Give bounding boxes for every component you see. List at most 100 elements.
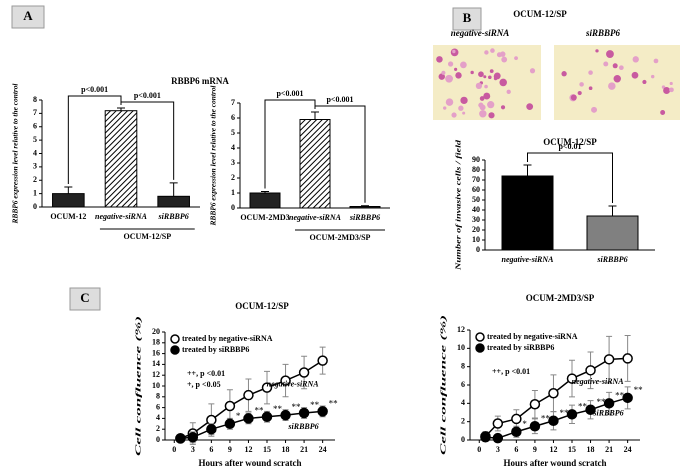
comparison-bracket <box>264 99 316 189</box>
y-tick-label: 50 <box>472 195 480 204</box>
cell <box>603 61 609 67</box>
panel-label: B <box>463 10 472 25</box>
x-tick-label: 3 <box>191 445 195 454</box>
point <box>622 353 633 364</box>
legend-marker <box>170 345 180 355</box>
y-tick-label: 1 <box>33 188 37 197</box>
y-tick-label: 16 <box>152 348 160 357</box>
y-tick-label: 30 <box>472 215 480 224</box>
y-tick-label: 10 <box>457 343 465 352</box>
image-label: negative-siRNA <box>451 28 510 38</box>
cell <box>561 71 567 77</box>
cell <box>460 61 467 69</box>
annotation: ++, p <0.01 <box>492 367 530 376</box>
p-value: p<0.001 <box>134 91 161 100</box>
x-tick-label: negative-siRNA <box>289 213 342 222</box>
cell <box>577 90 582 96</box>
cell <box>496 52 502 58</box>
x-tick-label: 24 <box>319 445 327 454</box>
point <box>261 411 273 423</box>
cell <box>487 101 495 109</box>
x-tick-label: 9 <box>533 445 537 454</box>
y-tick-label: 0 <box>476 245 480 254</box>
error-bar <box>608 205 617 216</box>
y-tick-label: 0 <box>33 202 37 211</box>
error-bar <box>311 111 319 120</box>
cell <box>458 105 464 111</box>
significance-label: ** <box>597 397 607 407</box>
x-tick-label: siRBBP6 <box>158 212 189 221</box>
cell <box>631 71 639 79</box>
point <box>317 355 328 366</box>
bar <box>349 206 381 209</box>
p-value: p<0.01 <box>558 142 581 151</box>
panel-label-box <box>452 7 482 31</box>
point <box>622 392 633 404</box>
y-tick-label: 6 <box>156 402 160 411</box>
point <box>224 400 236 412</box>
chart-title: OCUM-12/SP <box>543 137 597 147</box>
point <box>480 432 491 443</box>
x-tick-label: 15 <box>568 445 576 454</box>
cell <box>490 48 495 53</box>
micrograph-cells <box>436 48 674 119</box>
cell <box>441 70 446 75</box>
y-tick-label: 7 <box>231 98 235 107</box>
point <box>243 413 254 424</box>
x-tick-label: 18 <box>282 445 290 454</box>
significance-label: ** <box>273 404 283 414</box>
comparison-bracket <box>527 152 613 203</box>
y-tick-label: 4 <box>156 413 160 422</box>
legend-label: treated by siRBBP6 <box>487 343 554 352</box>
y-tick-label: 8 <box>156 392 160 401</box>
x-tick-label: negative-siRNA <box>502 255 555 264</box>
error-bar <box>261 191 269 193</box>
point <box>317 406 328 417</box>
x-tick-label: 3 <box>496 445 500 454</box>
y-axis-label: Number of invasive cells / field <box>455 139 463 271</box>
legend-label: treated by siRBBP6 <box>182 345 249 354</box>
cell <box>529 68 536 74</box>
point <box>511 426 522 437</box>
y-axis-label: RBBP6 expression level relative to the c… <box>12 83 20 224</box>
y-axis-label: Cell confluence (%) <box>440 315 448 455</box>
x-tick-label: 0 <box>477 445 481 454</box>
x-tick-label: siRBBP6 <box>596 255 627 264</box>
cell <box>606 50 614 58</box>
x-tick-label: OCUM-2MD3 <box>240 213 289 222</box>
point <box>548 388 559 399</box>
cell <box>591 106 598 113</box>
y-axis-label: RBBP6 expression level relative to the c… <box>210 85 218 226</box>
cell <box>452 49 456 54</box>
micrograph <box>433 45 541 120</box>
point <box>187 432 199 443</box>
cell <box>451 112 457 118</box>
point <box>280 375 291 386</box>
point <box>492 418 504 429</box>
cell <box>479 96 485 101</box>
image-label: siRBBP6 <box>585 28 621 38</box>
cell <box>475 82 483 90</box>
cell <box>669 87 674 93</box>
cell <box>484 84 488 89</box>
cell <box>479 110 487 118</box>
y-tick-label: 5 <box>231 128 235 137</box>
chart-title: OCUM-2MD3/SP <box>526 293 595 303</box>
point <box>566 373 578 384</box>
point <box>261 382 273 393</box>
error-bar <box>64 186 73 194</box>
x-tick-label: 18 <box>587 445 595 454</box>
x-tick-label: 15 <box>263 445 271 454</box>
cell <box>488 75 492 80</box>
y-tick-label: 10 <box>472 235 480 244</box>
y-tick-label: 4 <box>231 143 235 152</box>
significance-label: * <box>236 411 241 421</box>
cell <box>478 71 484 78</box>
x-tick-label: OCUM-12 <box>50 212 86 221</box>
y-tick-label: 8 <box>461 361 465 370</box>
error-bar <box>361 205 369 207</box>
cell <box>501 56 508 63</box>
point <box>492 432 504 444</box>
point <box>529 399 541 410</box>
